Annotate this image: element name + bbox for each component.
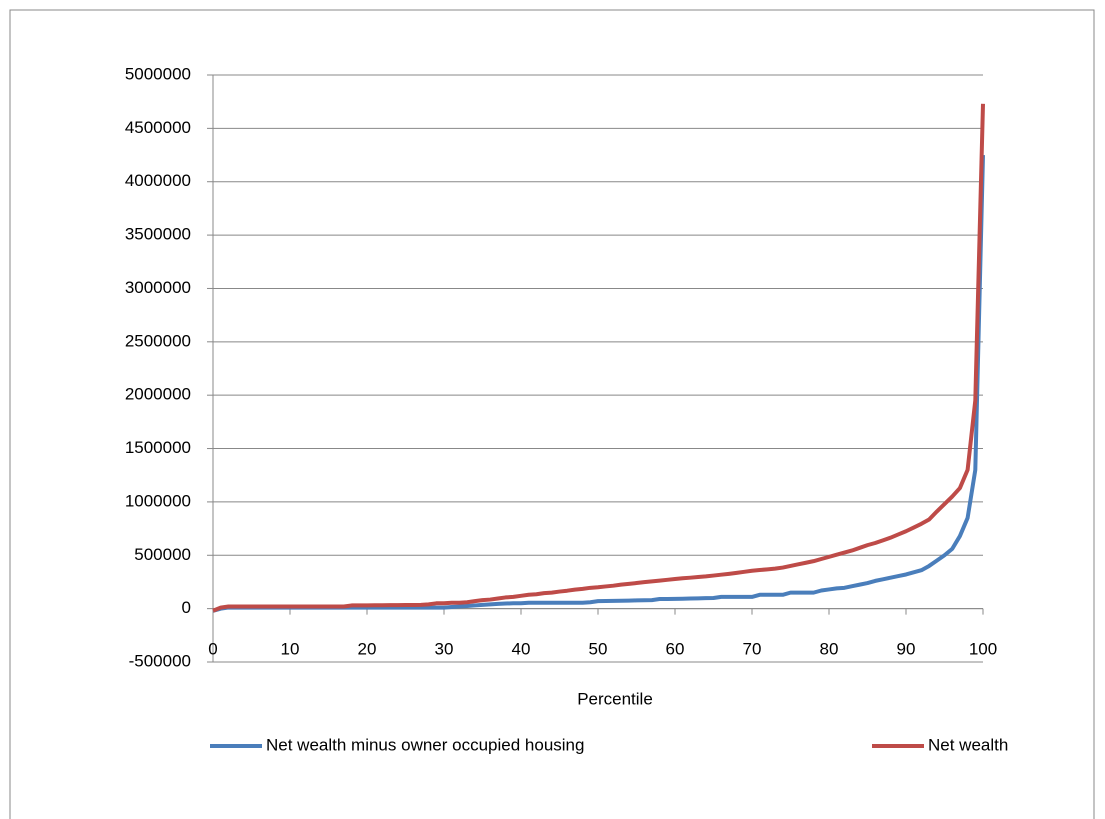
chart-border [9, 9, 1095, 819]
y-tick-label: 3000000 [125, 278, 191, 297]
y-tick-label: 2500000 [125, 331, 191, 350]
y-tick-label: 0 [182, 598, 191, 617]
y-tick-label: 5000000 [125, 64, 191, 83]
x-tick-label: 0 [208, 639, 217, 658]
x-tick-label: 30 [435, 639, 454, 658]
y-tick-label: 1500000 [125, 438, 191, 457]
y-tick-label: 2000000 [125, 385, 191, 404]
y-tick-label: -500000 [129, 651, 191, 670]
x-tick-label: 40 [512, 639, 531, 658]
x-tick-label: 80 [820, 639, 839, 658]
x-tick-label: 10 [281, 639, 300, 658]
x-axis-label: Percentile [577, 689, 653, 708]
legend-label: Net wealth minus owner occupied housing [266, 735, 584, 754]
x-tick-label: 90 [897, 639, 916, 658]
x-tick-label: 100 [969, 639, 997, 658]
x-tick-label: 70 [743, 639, 762, 658]
legend-label: Net wealth [928, 735, 1008, 754]
y-tick-label: 500000 [134, 545, 191, 564]
y-tick-label: 1000000 [125, 491, 191, 510]
line-series [212, 103, 985, 613]
x-tick-label: 20 [358, 639, 377, 658]
y-tick-label: 4500000 [125, 118, 191, 137]
y-tick-label: 3500000 [125, 225, 191, 244]
x-tick-label: 60 [666, 639, 685, 658]
y-tick-label: 4000000 [125, 171, 191, 190]
x-tick-label: 50 [589, 639, 608, 658]
